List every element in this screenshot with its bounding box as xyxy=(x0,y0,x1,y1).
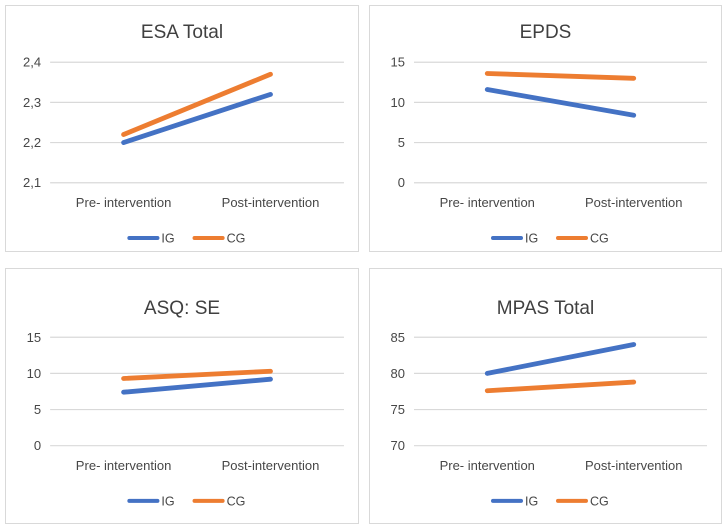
y-tick-label: 85 xyxy=(391,330,405,345)
series-line-cg xyxy=(484,379,637,394)
legend-label-cg: CG xyxy=(227,231,246,245)
line-chart-epds: 15 10 5 0 EPDS Pre- intervention Post-interven… xyxy=(391,22,707,245)
line-chart-asq-se: 15 10 5 0 ASQ: SE Pre- intervention Post-inter… xyxy=(27,298,344,508)
x-category-label: Post-intervention xyxy=(585,195,682,210)
chart-panel-asq-se: 15 10 5 0 ASQ: SE Pre- intervention Post-inter… xyxy=(5,268,359,524)
chart-title: MPAS Total xyxy=(497,298,594,319)
series-line-cg xyxy=(121,368,273,381)
x-category-label: Pre- intervention xyxy=(440,195,535,210)
x-category-label: Post-intervention xyxy=(585,458,682,473)
y-tick-label: 75 xyxy=(391,402,405,417)
x-category-label: Pre- intervention xyxy=(76,458,172,473)
y-tick-label: 10 xyxy=(27,366,41,381)
line-chart-mpas-total: 85 80 75 70 MPAS Total Pre- intervention Post-… xyxy=(391,298,707,508)
x-category-label: Pre- intervention xyxy=(440,458,535,473)
y-tick-label: 5 xyxy=(34,402,41,417)
series-line-cg xyxy=(121,71,273,137)
series-line-cg xyxy=(484,71,637,81)
legend-label-ig: IG xyxy=(161,494,174,508)
legend-label-cg: CG xyxy=(227,494,246,508)
series-line-ig xyxy=(484,87,637,118)
chart-title: ASQ: SE xyxy=(144,298,220,319)
chart-title: EPDS xyxy=(520,22,572,43)
y-tick-label: 80 xyxy=(391,366,405,381)
y-tick-label: 0 xyxy=(34,438,41,453)
legend-label-cg: CG xyxy=(590,494,609,508)
y-tick-label: 2,2 xyxy=(23,135,41,150)
y-tick-label: 10 xyxy=(391,95,405,110)
legend-label-cg: CG xyxy=(590,231,609,245)
chart-panel-esa-total: 2,4 2,3 2,2 2,1 ESA Total Pre- intervention Po… xyxy=(5,5,359,252)
series-line-ig xyxy=(121,91,273,145)
legend-label-ig: IG xyxy=(161,231,174,245)
y-tick-label: 2,1 xyxy=(23,175,41,190)
y-tick-label: 2,3 xyxy=(23,95,41,110)
series-line-ig xyxy=(121,376,273,395)
y-tick-label: 15 xyxy=(391,55,405,70)
y-tick-label: 5 xyxy=(398,135,405,150)
chart-panel-mpas-total: 85 80 75 70 MPAS Total Pre- intervention Post-… xyxy=(369,268,722,524)
y-tick-label: 2,4 xyxy=(23,55,41,70)
legend-label-ig: IG xyxy=(525,231,538,245)
x-category-label: Pre- intervention xyxy=(76,195,172,210)
y-tick-label: 0 xyxy=(398,175,405,190)
chart-panel-epds: 15 10 5 0 EPDS Pre- intervention Post-interven… xyxy=(369,5,722,252)
y-tick-label: 70 xyxy=(391,438,405,453)
chart-title: ESA Total xyxy=(141,22,223,43)
legend-label-ig: IG xyxy=(525,494,538,508)
x-category-label: Post-intervention xyxy=(222,458,320,473)
y-tick-label: 15 xyxy=(27,330,41,345)
series-line-ig xyxy=(484,342,637,376)
x-category-label: Post-intervention xyxy=(222,195,320,210)
line-chart-esa-total: 2,4 2,3 2,2 2,1 ESA Total Pre- intervention Po… xyxy=(23,22,344,245)
